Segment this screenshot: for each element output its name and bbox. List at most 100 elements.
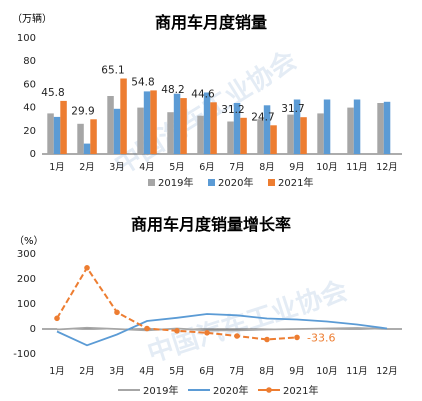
- point-2021年-5: [204, 330, 210, 336]
- top-chart-title: 商用车月度销量: [155, 13, 267, 32]
- data-label-3: 54.8: [131, 76, 154, 88]
- bar-2019年-6月: [197, 115, 204, 154]
- bar-2021年-3月: [120, 78, 127, 154]
- line-2020年: [56, 313, 388, 347]
- top-chart-legend: 2019年 2020年 2021年: [148, 176, 313, 189]
- bar-2021年-5月: [180, 98, 187, 154]
- bar-2021年-2月: [90, 119, 97, 154]
- bar-2019年-7月: [227, 121, 234, 154]
- top-chart-ylabel: （万辆）: [12, 12, 52, 25]
- top-x-tick-8: 9月: [289, 162, 305, 173]
- line-2019年: [56, 326, 388, 332]
- point-2021年-2: [114, 309, 120, 316]
- data-label-6: 31.2: [221, 104, 244, 116]
- data-label-7: 24.7: [251, 111, 274, 123]
- end-label: -33.6: [307, 331, 335, 344]
- bottom-chart-ylabel: （%）: [14, 235, 44, 247]
- bottom-y-tick-1: 0: [30, 324, 36, 335]
- bar-2020年-1月: [53, 116, 61, 154]
- bar-2021年-9月: [300, 117, 307, 154]
- top-x-tick-9: 10月: [316, 162, 338, 173]
- bottom-x-tick-5: 6月: [199, 366, 215, 377]
- bar-2019年-3月: [107, 96, 114, 154]
- bar-2020年-7月: [233, 103, 241, 154]
- bottom-legend-label-1: 2020年: [213, 384, 248, 397]
- bottom-x-tick-9: 10月: [316, 366, 338, 377]
- bottom-legend-label-2: 2021年: [283, 384, 318, 397]
- top-y-tick-1: 20: [23, 126, 36, 137]
- top-x-tick-10: 11月: [346, 162, 368, 173]
- point-2021年-0: [54, 315, 60, 322]
- point-2021年-3: [144, 325, 150, 332]
- bar-2020年-4月: [143, 91, 151, 154]
- bottom-chart-legend: 2019年 2020年 2021年: [118, 384, 318, 397]
- data-label-8: 31.7: [281, 103, 304, 115]
- bottom-chart: -100 0 100 200 300 1月 2月 3月 4月 5月 6月 7月 8月 9月 10月 11月 12…: [13, 249, 402, 377]
- data-label-0: 45.8: [41, 87, 64, 99]
- bar-2020年-6月: [203, 92, 211, 154]
- bottom-x-tick-11: 12月: [376, 366, 398, 377]
- bottom-x-tick-2: 3月: [109, 366, 125, 377]
- top-y-tick-5: 100: [17, 33, 36, 44]
- bar-2021年-4月: [150, 90, 157, 154]
- bar-2020年-2月: [83, 143, 91, 154]
- point-2021年-6: [234, 333, 240, 339]
- bottom-x-tick-6: 7月: [229, 366, 245, 377]
- top-x-tick-0: 1月: [49, 162, 65, 173]
- bar-2019年-12月: [377, 103, 384, 154]
- bottom-legend-label-0: 2019年: [143, 384, 178, 397]
- bar-2020年-8月: [263, 105, 271, 154]
- bar-2020年-11月: [353, 99, 361, 154]
- top-x-tick-7: 8月: [259, 162, 275, 173]
- data-label-2: 65.1: [101, 64, 124, 76]
- point-2021年-4: [174, 328, 180, 334]
- top-x-tick-1: 2月: [79, 162, 95, 173]
- bottom-y-tick-2: 100: [17, 299, 36, 310]
- bottom-y-tick-0: -100: [13, 349, 36, 360]
- top-legend-label-0: 2019年: [158, 176, 193, 189]
- bottom-x-tick-7: 8月: [259, 366, 275, 377]
- bar-2020年-10月: [323, 99, 331, 154]
- top-y-tick-0: 0: [30, 149, 36, 160]
- bottom-legend-marker-2: [266, 387, 272, 393]
- bottom-chart-title: 商用车月度销量增长率: [131, 215, 291, 234]
- point-2021年-1: [84, 265, 90, 271]
- bottom-x-tick-0: 1月: [49, 366, 65, 377]
- top-legend-swatch-0: [148, 179, 155, 186]
- top-x-tick-2: 3月: [109, 162, 125, 173]
- top-x-tick-3: 4月: [139, 162, 155, 173]
- bar-2019年-9月: [287, 114, 294, 154]
- bottom-x-tick-10: 11月: [346, 366, 368, 377]
- bar-2021年-8月: [270, 125, 277, 154]
- top-legend-swatch-1: [208, 179, 215, 186]
- bottom-y-tick-3: 200: [17, 274, 36, 285]
- bar-2020年-5月: [173, 93, 181, 154]
- top-x-tick-5: 6月: [199, 162, 215, 173]
- bar-2020年-12月: [383, 101, 391, 154]
- bottom-x-tick-8: 9月: [289, 366, 305, 377]
- data-label-1: 29.9: [71, 105, 94, 117]
- top-chart: 0 20 40 60 80 100 1月 2月 3月 4月 5月 6月 7月 8月 9月 10月 11月 12月 4…: [17, 33, 402, 173]
- top-legend-swatch-2: [268, 179, 275, 186]
- top-x-tick-6: 7月: [229, 162, 245, 173]
- point-2021年-7: [264, 336, 270, 343]
- bar-2019年-11月: [347, 107, 354, 154]
- bar-2021年-1月: [60, 100, 67, 154]
- data-label-5: 44.6: [191, 88, 215, 100]
- top-x-tick-4: 5月: [169, 162, 185, 173]
- top-y-tick-3: 60: [23, 79, 36, 90]
- top-legend-label-1: 2020年: [218, 176, 253, 189]
- bar-2020年-3月: [113, 108, 121, 154]
- bar-2019年-2月: [77, 123, 84, 154]
- top-y-tick-4: 80: [23, 56, 36, 67]
- bar-2020年-9月: [293, 99, 301, 154]
- bar-2019年-4月: [137, 107, 144, 154]
- point-2021年-8: [294, 334, 300, 341]
- bar-2019年-1月: [47, 113, 54, 154]
- bar-2021年-6月: [210, 102, 217, 154]
- bar-2021年-7月: [240, 117, 247, 154]
- top-x-tick-11: 12月: [376, 162, 398, 173]
- bottom-x-tick-1: 2月: [79, 366, 95, 377]
